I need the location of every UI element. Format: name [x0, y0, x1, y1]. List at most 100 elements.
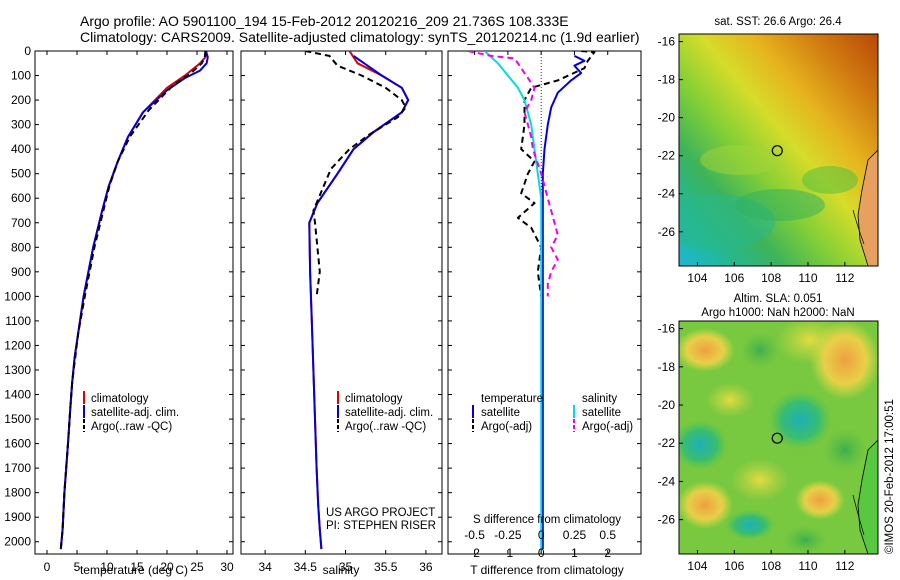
temperature-panel	[34, 50, 234, 555]
lat-tick-label: -22	[658, 149, 676, 163]
legend-label: satellite-adj. clim.	[345, 407, 433, 419]
x-tick-label: 34.5	[294, 560, 318, 574]
timestamp: ©IMOS 20-Feb-2012 17:00:51	[884, 399, 896, 554]
lat-tick-label: -16	[658, 35, 676, 49]
sst-map-field	[679, 34, 878, 266]
argo-location-marker	[771, 145, 783, 157]
depth-tick-label: 1300	[4, 363, 31, 377]
series-line-temperature-2	[59, 51, 207, 550]
x-tick-label: 2	[604, 546, 611, 560]
sla-map-title: Altim. SLA: 0.051	[734, 293, 823, 305]
x-tick-label: 5	[74, 560, 81, 574]
temperature-xlabel: temperature (deg C)	[80, 563, 188, 577]
sst-map-frame	[678, 33, 879, 267]
depth-tick-label: 800	[11, 240, 31, 254]
figure-title-line2: Climatology: CARS2009. Satellite-adjuste…	[80, 29, 640, 45]
argo-location-marker	[771, 432, 783, 444]
salinity-lines	[305, 51, 410, 550]
lon-tick-label: 104	[687, 271, 707, 285]
depth-tick-label: 1500	[4, 412, 31, 426]
x-tick-label: 1	[571, 546, 578, 560]
lat-tick-label: -26	[658, 225, 676, 239]
sla-map-subtitle: Argo h1000: NaN h2000: NaN	[701, 307, 854, 319]
sla-map-field	[679, 321, 878, 554]
depth-tick-label: 1100	[5, 314, 31, 328]
x-tick-label: 15	[130, 560, 144, 574]
temperature-legend: climatology satellite-adj. clim. Argo(..…	[83, 391, 179, 433]
pi-label: PI: STEPHEN RISER	[326, 520, 436, 532]
x-tick-label: -1	[503, 546, 514, 560]
legend-label: climatology	[345, 393, 403, 405]
depth-tick-label: 1900	[4, 510, 31, 524]
lat-tick-label: -24	[658, 474, 676, 488]
x-tick-label: 0	[44, 560, 51, 574]
lon-tick-label: 110	[798, 271, 817, 285]
lon-tick-label: 112	[835, 271, 854, 285]
depth-tick-label: 0	[24, 44, 31, 58]
depth-tick-label: 400	[11, 142, 31, 156]
lon-tick-label: 106	[724, 559, 744, 573]
series-line-differences-3	[467, 51, 559, 297]
depth-tick-label: 200	[11, 93, 31, 107]
x-tick-label: 0	[538, 546, 545, 560]
difference-xlabel-top: S difference from climatology	[473, 514, 621, 526]
depth-axis: 0 100 200 300 400 500 600 700 800 900 1000 1100 1200…	[4, 44, 641, 549]
lat-tick-label: -26	[658, 513, 676, 527]
difference-lines	[467, 51, 596, 554]
depth-tick-label: 500	[11, 167, 31, 181]
difference-panel	[447, 50, 642, 555]
lon-tick-label: 108	[761, 559, 781, 573]
legend-label: satellite-adj. clim.	[91, 407, 179, 419]
salinity-legend: climatology satellite-adj. clim. Argo(..…	[337, 391, 433, 433]
lon-tick-label: 104	[687, 559, 707, 573]
depth-tick-label: 1700	[4, 461, 31, 475]
depth-tick-label: 300	[11, 118, 31, 132]
legend-label: climatology	[91, 393, 149, 405]
lon-tick-label: 110	[798, 559, 817, 573]
legend-label: Argo(-adj)	[481, 421, 532, 433]
x-tick-label: 36	[419, 560, 433, 574]
lat-tick-label: -24	[658, 187, 676, 201]
series-line-differences-1	[516, 51, 596, 297]
salinity-xlabel: salinity	[323, 563, 360, 577]
lon-tick-label: 106	[724, 271, 744, 285]
x-tick-label: 30	[220, 560, 234, 574]
lat-tick-label: -18	[658, 73, 676, 87]
series-line-differences-0	[541, 55, 586, 550]
series-line-differences-2	[483, 51, 543, 550]
salinity-diff-tick-label: -0.25	[494, 528, 522, 542]
difference-x-axis: -2 -1 0 1 2 -0.5 -0.25 0 0.25 0.5	[464, 51, 616, 560]
depth-tick-label: 600	[11, 191, 31, 205]
lat-tick-label: -16	[658, 322, 676, 336]
legend-title-salinity: salinity	[582, 393, 617, 405]
difference-legend: temperature satellite Argo(-adj) salinit…	[472, 393, 633, 433]
sst-map-title: sat. SST: 26.6 Argo: 26.4	[714, 16, 842, 28]
lon-tick-label: 112	[835, 559, 854, 573]
x-tick-label: 25	[190, 560, 204, 574]
depth-tick-label: 100	[11, 69, 31, 83]
lat-tick-label: -22	[658, 436, 676, 450]
lon-tick-label: 108	[761, 271, 781, 285]
x-tick-label: 20	[160, 560, 174, 574]
depth-tick-label: 1800	[4, 486, 31, 500]
x-tick-label: 34	[258, 560, 272, 574]
depth-tick-label: 1200	[4, 338, 31, 352]
depth-tick-label: 700	[11, 216, 31, 230]
difference-xlabel: T difference from climatology	[470, 563, 624, 577]
legend-label: satellite	[481, 407, 520, 419]
sst-map-axes: 104 106 108 110 112 -16 -18 -20 -22 -24 -26	[658, 35, 855, 285]
salinity-diff-tick-label: 0.5	[599, 528, 616, 542]
depth-tick-label: 1000	[4, 289, 31, 303]
series-line-salinity-2	[305, 51, 407, 297]
temperature-lines	[59, 51, 209, 550]
depth-tick-label: 900	[11, 265, 31, 279]
depth-tick-label: 2000	[4, 535, 31, 549]
salinity-x-axis: 34 34.5 35 35.5 36	[258, 51, 433, 574]
x-tick-label: 35.5	[374, 560, 398, 574]
figure-title-line1: Argo profile: AO 5901100_194 15-Feb-2012…	[80, 13, 569, 29]
legend-label: satellite	[582, 407, 621, 419]
salinity-panel	[240, 50, 443, 555]
depth-tick-label: 1600	[4, 437, 31, 451]
project-label: US ARGO PROJECT	[326, 507, 435, 519]
